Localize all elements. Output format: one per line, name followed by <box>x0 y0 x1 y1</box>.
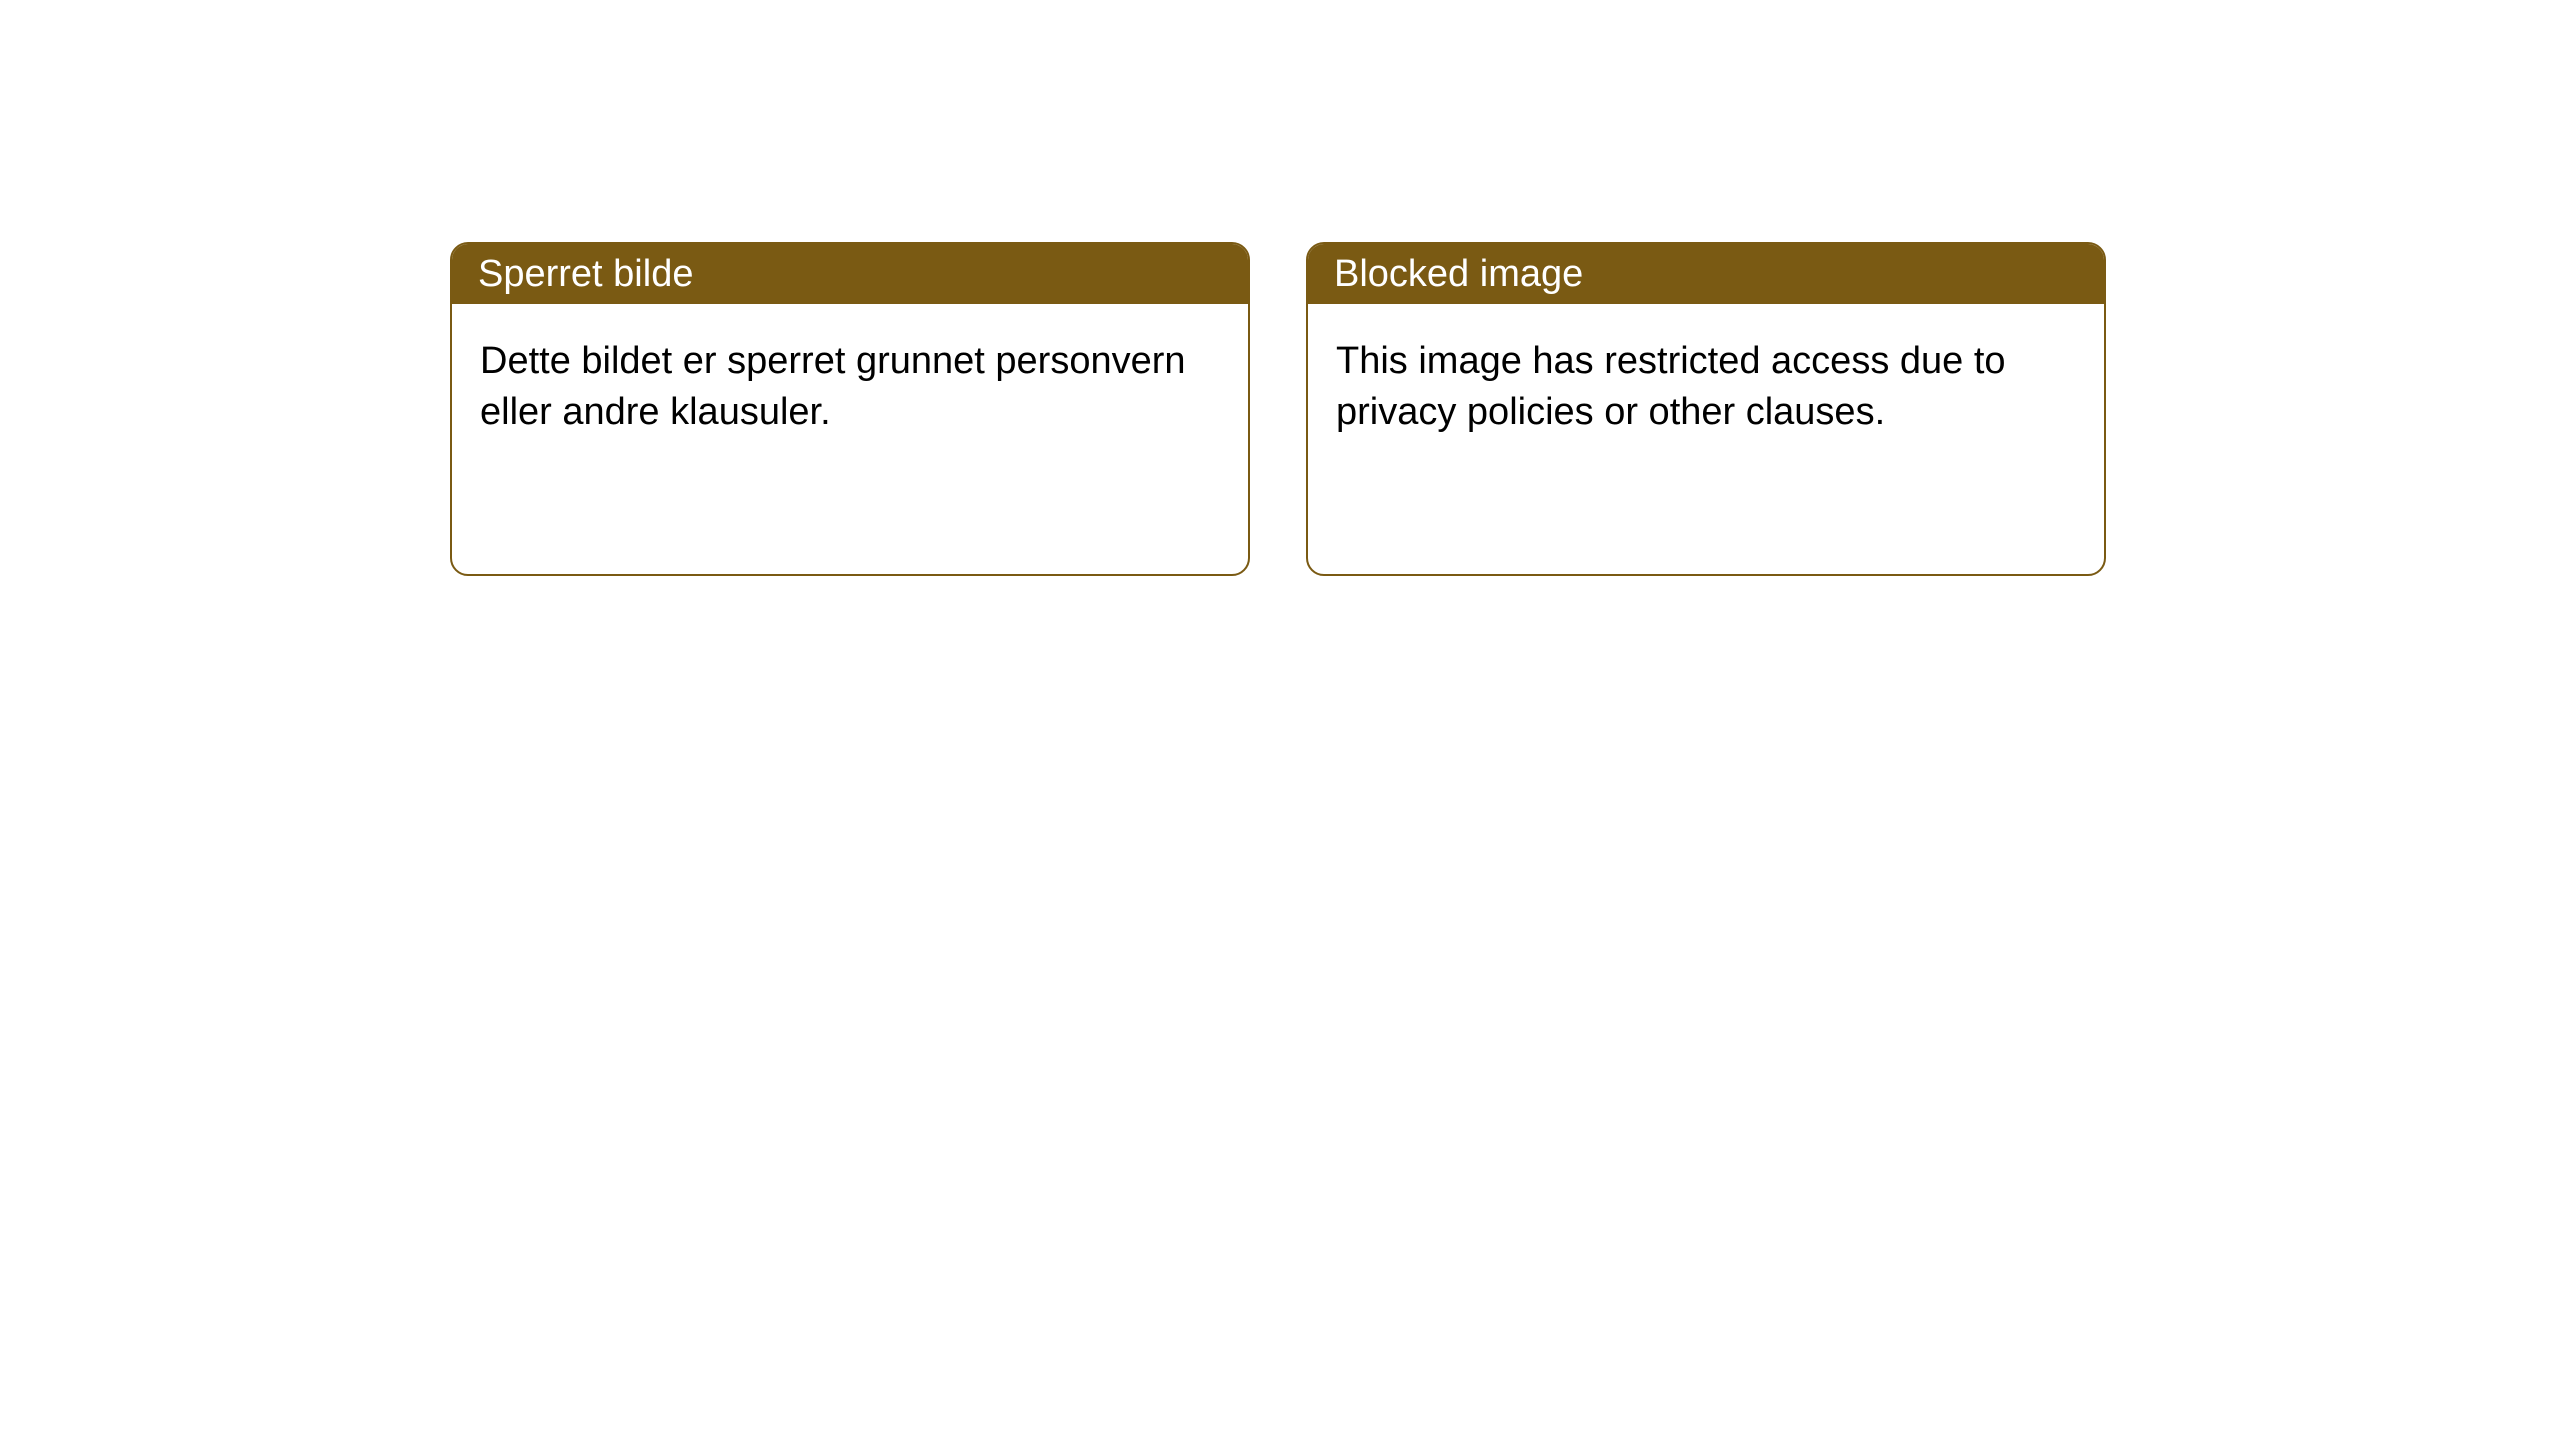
card-body-text: Dette bildet er sperret grunnet personve… <box>480 340 1186 433</box>
notice-cards-container: Sperret bilde Dette bildet er sperret gr… <box>450 242 2106 576</box>
card-body: This image has restricted access due to … <box>1308 304 2104 471</box>
card-body: Dette bildet er sperret grunnet personve… <box>452 304 1248 471</box>
notice-card-english: Blocked image This image has restricted … <box>1306 242 2106 576</box>
card-title: Sperret bilde <box>478 253 693 296</box>
notice-card-norwegian: Sperret bilde Dette bildet er sperret gr… <box>450 242 1250 576</box>
card-title: Blocked image <box>1334 253 1583 296</box>
card-header: Sperret bilde <box>452 244 1248 304</box>
card-body-text: This image has restricted access due to … <box>1336 340 2006 433</box>
card-header: Blocked image <box>1308 244 2104 304</box>
